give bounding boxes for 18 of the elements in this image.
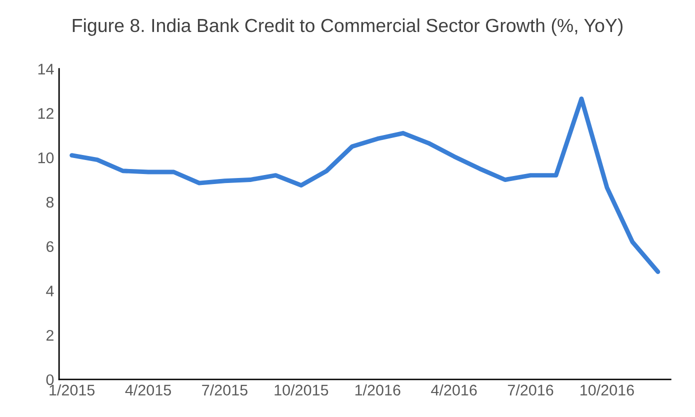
- y-tick-label: 10: [38, 152, 54, 164]
- chart-title: Figure 8. India Bank Credit to Commercial Sector Growth (%, YoY): [72, 18, 623, 36]
- line-series: [70, 96, 660, 274]
- y-tick-label: 12: [38, 108, 54, 119]
- x-tick-label: 7/2016: [508, 384, 554, 396]
- y-tick-label: 0: [46, 374, 54, 386]
- x-tick-label: 7/2015: [202, 384, 248, 396]
- y-tick-label: 4: [46, 286, 54, 296]
- x-tick-label: 1/2016: [355, 384, 400, 396]
- y-tick-label: 2: [46, 330, 54, 341]
- x-tick-label: 4/2015: [125, 384, 171, 396]
- x-tick-label: 1/2015: [50, 384, 95, 396]
- y-tick-label: 14: [38, 64, 54, 74]
- y-tick-label: 6: [46, 241, 54, 252]
- x-tick-label: 4/2016: [431, 384, 477, 396]
- x-tick-label: 10/2016: [580, 384, 634, 396]
- y-tick-label: 8: [46, 196, 54, 208]
- x-tick-label: 10/2015: [274, 384, 328, 396]
